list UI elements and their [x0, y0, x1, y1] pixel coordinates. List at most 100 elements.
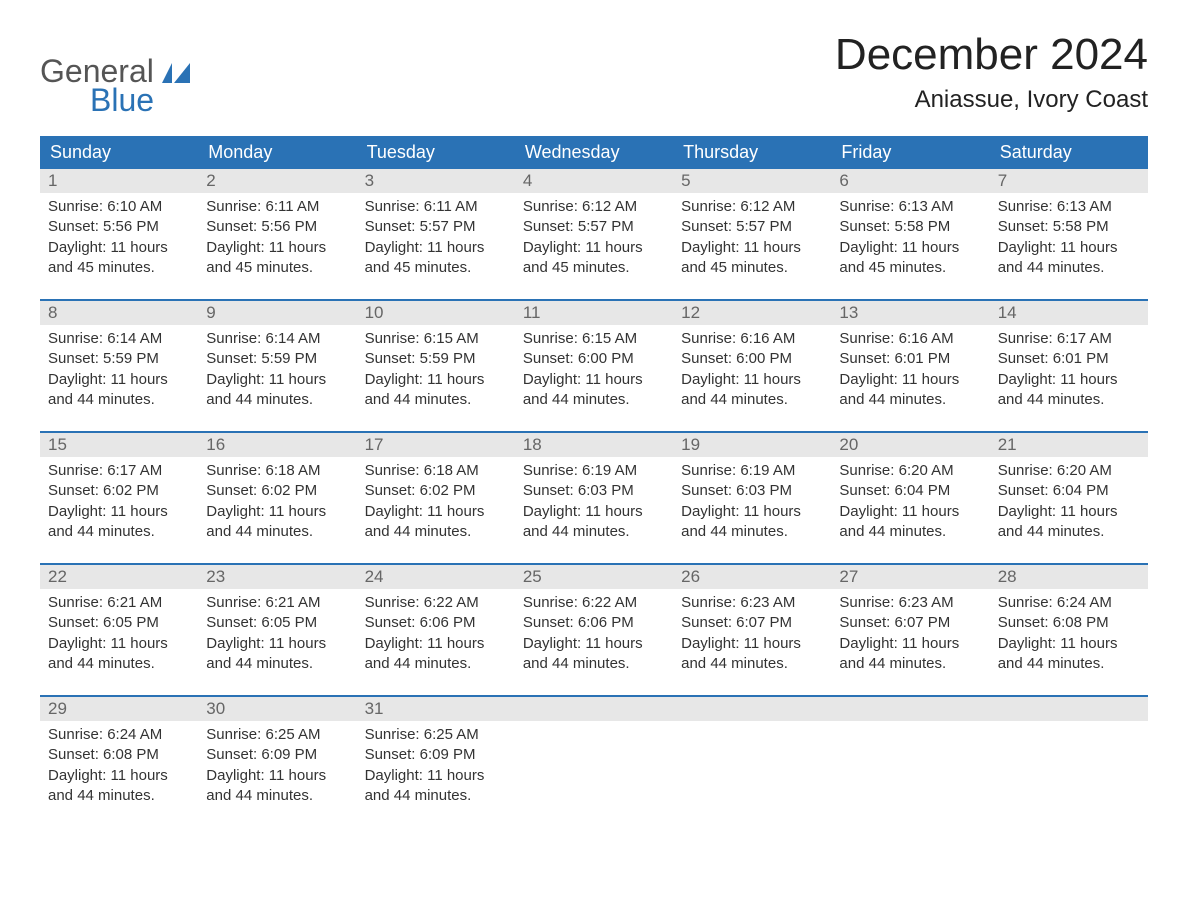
day-number: 28 — [990, 565, 1148, 589]
daylight-text-1: Daylight: 11 hours — [48, 238, 190, 258]
day-number: 17 — [357, 433, 515, 457]
daylight-text-1: Daylight: 11 hours — [365, 370, 507, 390]
sunrise-text: Sunrise: 6:24 AM — [48, 725, 190, 745]
sunset-text: Sunset: 5:56 PM — [206, 217, 348, 237]
sunset-text: Sunset: 6:05 PM — [48, 613, 190, 633]
day-cell: 30Sunrise: 6:25 AMSunset: 6:09 PMDayligh… — [198, 697, 356, 827]
daylight-text-2: and 44 minutes. — [48, 654, 190, 674]
day-body — [990, 721, 1148, 811]
daylight-text-2: and 44 minutes. — [839, 654, 981, 674]
daylight-text-1: Daylight: 11 hours — [48, 766, 190, 786]
sunrise-text: Sunrise: 6:12 AM — [681, 197, 823, 217]
day-number — [990, 697, 1148, 721]
day-body: Sunrise: 6:24 AMSunset: 6:08 PMDaylight:… — [40, 721, 198, 824]
day-cell: 8Sunrise: 6:14 AMSunset: 5:59 PMDaylight… — [40, 301, 198, 431]
sunrise-text: Sunrise: 6:17 AM — [48, 461, 190, 481]
day-body — [515, 721, 673, 811]
daylight-text-2: and 45 minutes. — [839, 258, 981, 278]
day-body: Sunrise: 6:17 AMSunset: 6:01 PMDaylight:… — [990, 325, 1148, 428]
day-cell — [990, 697, 1148, 827]
sunrise-text: Sunrise: 6:22 AM — [523, 593, 665, 613]
day-cell: 19Sunrise: 6:19 AMSunset: 6:03 PMDayligh… — [673, 433, 831, 563]
daylight-text-1: Daylight: 11 hours — [839, 502, 981, 522]
month-title: December 2024 — [835, 30, 1148, 80]
day-number: 14 — [990, 301, 1148, 325]
day-body: Sunrise: 6:12 AMSunset: 5:57 PMDaylight:… — [673, 193, 831, 296]
daylight-text-1: Daylight: 11 hours — [523, 634, 665, 654]
day-body — [831, 721, 989, 811]
sunrise-text: Sunrise: 6:23 AM — [681, 593, 823, 613]
sunset-text: Sunset: 6:00 PM — [523, 349, 665, 369]
day-body — [673, 721, 831, 811]
daylight-text-2: and 44 minutes. — [681, 654, 823, 674]
daylight-text-1: Daylight: 11 hours — [998, 238, 1140, 258]
daylight-text-2: and 45 minutes. — [523, 258, 665, 278]
sunrise-text: Sunrise: 6:16 AM — [839, 329, 981, 349]
week-row: 1Sunrise: 6:10 AMSunset: 5:56 PMDaylight… — [40, 169, 1148, 299]
day-body: Sunrise: 6:20 AMSunset: 6:04 PMDaylight:… — [831, 457, 989, 560]
sunrise-text: Sunrise: 6:15 AM — [365, 329, 507, 349]
sunset-text: Sunset: 6:01 PM — [998, 349, 1140, 369]
day-number: 12 — [673, 301, 831, 325]
sunset-text: Sunset: 6:06 PM — [523, 613, 665, 633]
sunset-text: Sunset: 6:02 PM — [365, 481, 507, 501]
sunrise-text: Sunrise: 6:10 AM — [48, 197, 190, 217]
daylight-text-1: Daylight: 11 hours — [839, 238, 981, 258]
day-number: 18 — [515, 433, 673, 457]
week-row: 15Sunrise: 6:17 AMSunset: 6:02 PMDayligh… — [40, 431, 1148, 563]
daylight-text-1: Daylight: 11 hours — [998, 370, 1140, 390]
day-cell: 6Sunrise: 6:13 AMSunset: 5:58 PMDaylight… — [831, 169, 989, 299]
daylight-text-2: and 44 minutes. — [206, 390, 348, 410]
day-cell: 13Sunrise: 6:16 AMSunset: 6:01 PMDayligh… — [831, 301, 989, 431]
sunset-text: Sunset: 5:57 PM — [681, 217, 823, 237]
day-number: 9 — [198, 301, 356, 325]
day-number: 2 — [198, 169, 356, 193]
daylight-text-2: and 44 minutes. — [839, 522, 981, 542]
day-body: Sunrise: 6:22 AMSunset: 6:06 PMDaylight:… — [515, 589, 673, 692]
location: Aniassue, Ivory Coast — [835, 86, 1148, 114]
day-cell: 9Sunrise: 6:14 AMSunset: 5:59 PMDaylight… — [198, 301, 356, 431]
daylight-text-1: Daylight: 11 hours — [998, 634, 1140, 654]
day-cell: 21Sunrise: 6:20 AMSunset: 6:04 PMDayligh… — [990, 433, 1148, 563]
daylight-text-2: and 44 minutes. — [365, 522, 507, 542]
day-body: Sunrise: 6:14 AMSunset: 5:59 PMDaylight:… — [40, 325, 198, 428]
daylight-text-2: and 44 minutes. — [206, 522, 348, 542]
day-header-saturday: Saturday — [990, 136, 1148, 169]
sunset-text: Sunset: 6:02 PM — [206, 481, 348, 501]
day-body: Sunrise: 6:13 AMSunset: 5:58 PMDaylight:… — [990, 193, 1148, 296]
day-cell: 16Sunrise: 6:18 AMSunset: 6:02 PMDayligh… — [198, 433, 356, 563]
day-body: Sunrise: 6:25 AMSunset: 6:09 PMDaylight:… — [357, 721, 515, 824]
day-body: Sunrise: 6:21 AMSunset: 6:05 PMDaylight:… — [198, 589, 356, 692]
day-cell: 14Sunrise: 6:17 AMSunset: 6:01 PMDayligh… — [990, 301, 1148, 431]
sunset-text: Sunset: 6:03 PM — [523, 481, 665, 501]
sunrise-text: Sunrise: 6:21 AM — [206, 593, 348, 613]
daylight-text-2: and 44 minutes. — [206, 786, 348, 806]
sunrise-text: Sunrise: 6:16 AM — [681, 329, 823, 349]
day-body: Sunrise: 6:18 AMSunset: 6:02 PMDaylight:… — [198, 457, 356, 560]
day-cell: 23Sunrise: 6:21 AMSunset: 6:05 PMDayligh… — [198, 565, 356, 695]
daylight-text-2: and 44 minutes. — [998, 390, 1140, 410]
sunset-text: Sunset: 5:57 PM — [523, 217, 665, 237]
day-number: 30 — [198, 697, 356, 721]
daylight-text-1: Daylight: 11 hours — [365, 634, 507, 654]
day-header-tuesday: Tuesday — [357, 136, 515, 169]
daylight-text-1: Daylight: 11 hours — [365, 766, 507, 786]
day-cell: 1Sunrise: 6:10 AMSunset: 5:56 PMDaylight… — [40, 169, 198, 299]
daylight-text-1: Daylight: 11 hours — [48, 502, 190, 522]
sunset-text: Sunset: 6:09 PM — [206, 745, 348, 765]
daylight-text-1: Daylight: 11 hours — [681, 238, 823, 258]
day-body: Sunrise: 6:11 AMSunset: 5:56 PMDaylight:… — [198, 193, 356, 296]
daylight-text-2: and 45 minutes. — [681, 258, 823, 278]
daylight-text-1: Daylight: 11 hours — [206, 766, 348, 786]
day-header-thursday: Thursday — [673, 136, 831, 169]
day-number: 16 — [198, 433, 356, 457]
sunset-text: Sunset: 6:05 PM — [206, 613, 348, 633]
daylight-text-1: Daylight: 11 hours — [206, 502, 348, 522]
day-number: 10 — [357, 301, 515, 325]
weeks-container: 1Sunrise: 6:10 AMSunset: 5:56 PMDaylight… — [40, 169, 1148, 827]
sunset-text: Sunset: 5:59 PM — [365, 349, 507, 369]
daylight-text-2: and 44 minutes. — [48, 522, 190, 542]
sunset-text: Sunset: 6:04 PM — [998, 481, 1140, 501]
daylight-text-2: and 44 minutes. — [839, 390, 981, 410]
day-body: Sunrise: 6:20 AMSunset: 6:04 PMDaylight:… — [990, 457, 1148, 560]
